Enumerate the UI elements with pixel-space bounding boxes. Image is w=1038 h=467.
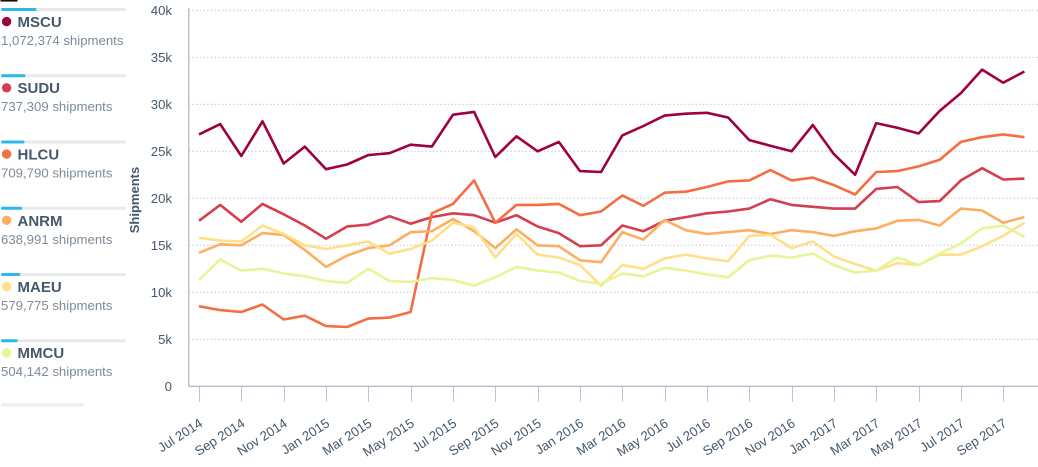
svg-text:20k: 20k (151, 191, 173, 206)
svg-text:MSCU: MSCU (18, 14, 62, 31)
svg-text:HLCU: HLCU (18, 147, 60, 164)
svg-text:25k: 25k (151, 144, 173, 159)
svg-text:1,072,374 shipments: 1,072,374 shipments (1, 33, 124, 48)
svg-text:MAEU: MAEU (18, 279, 62, 296)
svg-text:30k: 30k (151, 97, 173, 112)
svg-text:40k: 40k (151, 3, 173, 18)
svg-text:0: 0 (165, 379, 172, 394)
svg-text:ANRM: ANRM (18, 213, 63, 230)
svg-text:35k: 35k (151, 50, 173, 65)
svg-text:Shipments: Shipments (127, 167, 142, 233)
svg-text:MMCU: MMCU (18, 345, 65, 362)
svg-text:10k: 10k (151, 285, 173, 300)
svg-text:638,991 shipments: 638,991 shipments (1, 232, 113, 247)
svg-text:737,309 shipments: 737,309 shipments (1, 99, 113, 114)
svg-text:15k: 15k (151, 238, 173, 253)
svg-text:5k: 5k (158, 332, 172, 347)
svg-text:SUDU: SUDU (18, 80, 61, 97)
svg-text:709,790 shipments: 709,790 shipments (1, 166, 113, 181)
svg-text:504,142 shipments: 504,142 shipments (1, 364, 113, 379)
svg-text:579,775 shipments: 579,775 shipments (1, 298, 113, 313)
